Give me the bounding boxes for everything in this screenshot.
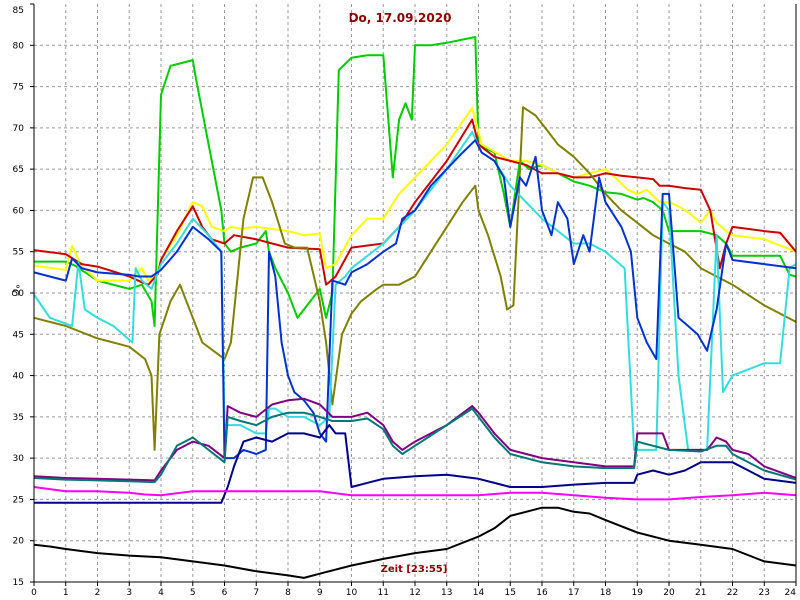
- x-tick-label-15: 15: [505, 588, 516, 598]
- x-tick-label-2: 2: [95, 588, 101, 598]
- x-tick-label-12: 12: [409, 588, 420, 598]
- series-line-9: [34, 424, 797, 504]
- series-line-10: [33, 486, 797, 501]
- series-line-7: [33, 397, 797, 482]
- grid-lines: [34, 4, 796, 582]
- y-tick-label-0: 15: [13, 578, 24, 588]
- x-tick-label-9: 9: [317, 588, 323, 598]
- x-tick-label-23: 23: [759, 588, 770, 598]
- series-line-11: [33, 506, 797, 579]
- series-line-6: [33, 139, 797, 460]
- y-tick-label-1: 20: [13, 537, 25, 547]
- series-line-1: [34, 36, 797, 327]
- y-tick-label-3: 30: [13, 454, 25, 464]
- y-tick-label-9: 60: [13, 206, 25, 216]
- x-tick-label-18: 18: [600, 588, 612, 598]
- y-tick-label-5: 40: [13, 372, 25, 382]
- series-line-5: [33, 131, 797, 451]
- x-tick-label-22: 22: [727, 588, 738, 598]
- time-label: Zeit [23:55]: [381, 564, 448, 575]
- x-tick-label-6: 6: [222, 588, 228, 598]
- y-tick-label-8: 55: [13, 248, 24, 258]
- x-tick-label-14: 14: [473, 588, 485, 598]
- y-tick-label-6: 45: [13, 330, 24, 340]
- series-group: [33, 36, 797, 579]
- series-line-8: [33, 407, 797, 484]
- y-tick-labels: 15 20 25 30 35 40 45 50 55 60 65 70 75 80 85: [13, 6, 25, 588]
- x-tick-label-3: 3: [126, 588, 132, 598]
- y-tick-label-13: 80: [13, 41, 25, 51]
- x-tick-label-17: 17: [568, 588, 579, 598]
- x-tick-label-24: 24: [785, 588, 797, 598]
- x-tick-label-11: 11: [378, 588, 389, 598]
- y-tick-label-11: 70: [13, 124, 25, 134]
- y-tick-label-12: 75: [13, 83, 24, 93]
- x-tick-label-19: 19: [632, 588, 644, 598]
- y-tick-label-4: 35: [13, 413, 24, 423]
- axes: [30, 3, 797, 586]
- x-tick-labels: 0 1 2 3 4 5 6 7 8 9 10 11 12 13 14 15 16 17 18 19 20 21 22 23 24: [31, 588, 796, 598]
- x-tick-label-7: 7: [253, 588, 259, 598]
- x-tick-label-4: 4: [158, 588, 164, 598]
- x-tick-label-5: 5: [190, 588, 196, 598]
- x-tick-label-20: 20: [663, 588, 675, 598]
- y-tick-label-2: 25: [13, 495, 24, 505]
- y-tick-label-7: 50: [13, 289, 25, 299]
- chart-title: Do, 17.09.2020: [349, 11, 452, 25]
- x-tick-label-16: 16: [536, 588, 548, 598]
- x-tick-label-10: 10: [346, 588, 358, 598]
- x-tick-label-13: 13: [441, 588, 452, 598]
- x-tick-label-1: 1: [63, 588, 69, 598]
- y-axis-label: °C: [9, 284, 20, 296]
- x-tick-label-8: 8: [285, 588, 291, 598]
- x-tick-label-21: 21: [695, 588, 706, 598]
- x-tick-label-0: 0: [31, 588, 37, 598]
- y-tick-label-14: 85: [13, 6, 24, 16]
- y-tick-label-10: 65: [13, 165, 24, 175]
- series-line-3: [33, 118, 797, 286]
